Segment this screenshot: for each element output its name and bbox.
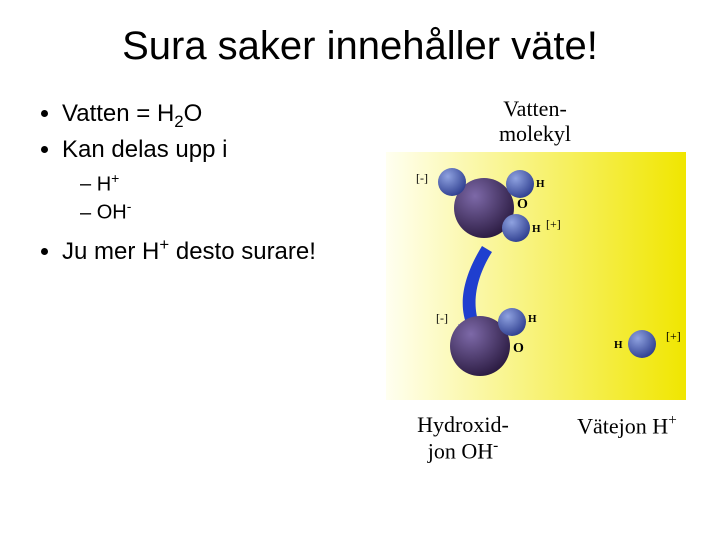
atom-label: O xyxy=(517,197,528,212)
bullet-item: Vatten = H2O xyxy=(62,100,364,132)
molecule-diagram: O H H [-] [+] O H [-] H [+] xyxy=(386,152,686,400)
superscript: + xyxy=(111,170,119,186)
hydrogen-atom xyxy=(628,330,656,358)
atom-label: H xyxy=(528,313,537,325)
hydrogen-atom xyxy=(502,214,530,242)
superscript: + xyxy=(668,412,677,429)
charge-label: [+] xyxy=(546,217,561,231)
text: O xyxy=(184,100,203,127)
superscript: - xyxy=(127,198,132,214)
figure-label-water: Vatten- molekyl xyxy=(460,96,610,147)
bullet-item: OH- xyxy=(80,198,364,225)
atom-label: O xyxy=(513,341,524,356)
text: OH xyxy=(97,202,127,224)
atom-label: H xyxy=(532,223,541,235)
bullet-level-1: Vatten = H2O Kan delas upp i xyxy=(44,100,364,164)
text: H xyxy=(97,173,111,195)
atom-label: H xyxy=(536,178,545,190)
slide: Sura saker innehåller väte! Vatten = H2O… xyxy=(0,0,720,540)
charge-label: [-] xyxy=(436,311,448,325)
superscript: + xyxy=(159,235,169,254)
bullet-item: H+ xyxy=(80,170,364,197)
bullet-level-2: H+ OH- xyxy=(80,170,364,225)
text: molekyl xyxy=(499,121,571,146)
text: Ju mer H xyxy=(62,238,159,265)
bullet-level-1: Ju mer H+ desto surare! xyxy=(44,235,364,266)
hydrogen-atom xyxy=(498,308,526,336)
text: jon OH xyxy=(428,439,493,464)
subscript: 2 xyxy=(174,112,183,131)
charge-label: [-] xyxy=(416,171,428,185)
text: Hydroxid- xyxy=(417,412,509,437)
bullet-list: Vatten = H2O Kan delas upp i H+ OH- Ju m… xyxy=(44,100,364,270)
text: Vatten = H xyxy=(62,100,174,127)
bullet-item: Ju mer H+ desto surare! xyxy=(62,235,364,266)
superscript: - xyxy=(493,437,498,454)
text: Vatten- xyxy=(503,96,567,121)
hydrogen-atom xyxy=(438,168,466,196)
text: Vätejon H xyxy=(577,413,668,438)
charge-label: [+] xyxy=(666,329,681,343)
bullet-item: Kan delas upp i xyxy=(62,136,364,164)
figure-label-proton: Vätejon H+ xyxy=(562,412,692,439)
atom-label: H xyxy=(614,339,623,351)
slide-title: Sura saker innehåller väte! xyxy=(0,24,720,69)
text: Kan delas upp i xyxy=(62,136,227,163)
text: desto surare! xyxy=(169,238,316,265)
hydrogen-atom xyxy=(506,170,534,198)
figure-label-hydroxide: Hydroxid- jon OH- xyxy=(398,412,528,464)
